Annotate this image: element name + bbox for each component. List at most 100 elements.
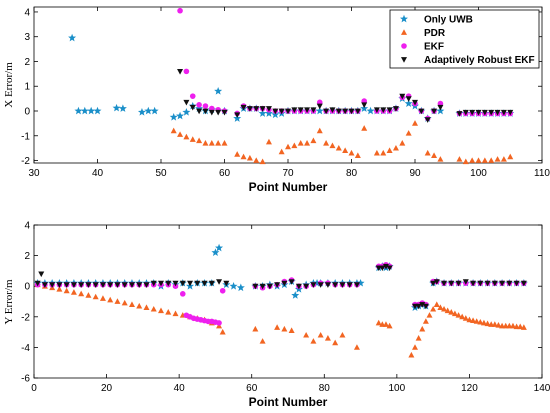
y-error-point-adaptively-robust-ekf	[332, 282, 339, 288]
x-error-point-pdr	[500, 156, 507, 162]
x-error-xtick-label: 100	[470, 168, 487, 179]
x-error-point-pdr	[488, 157, 495, 163]
x-error-point-adaptively-robust-ekf	[329, 107, 336, 113]
y-error-xtick-label: 0	[31, 383, 37, 394]
x-error-point-ekf	[177, 7, 183, 14]
y-error-xtick-label: 100	[389, 383, 406, 394]
x-error-point-adaptively-robust-ekf	[297, 107, 304, 113]
x-error-point-adaptively-robust-ekf	[291, 107, 298, 113]
y-error-point-pdr	[419, 325, 426, 332]
x-error-point-only-uwb	[360, 104, 369, 112]
y-error-point-pdr	[462, 315, 469, 321]
y-error-plot-marks	[33, 243, 528, 358]
y-error-point-pdr	[448, 309, 455, 315]
y-error-point-pdr	[484, 320, 491, 327]
y-error-point-pdr	[444, 307, 451, 314]
x-error-point-pdr	[399, 139, 406, 146]
y-error-point-pdr	[386, 322, 393, 329]
y-error-point-adaptively-robust-ekf	[379, 265, 386, 272]
y-error-ytick-label: 0	[24, 282, 30, 293]
y-error-point-pdr	[85, 292, 92, 298]
y-error-point-adaptively-robust-ekf	[324, 282, 331, 288]
x-error-point-pdr	[373, 149, 380, 156]
y-error-point-only-uwb	[356, 278, 365, 287]
y-error-point-pdr	[332, 339, 339, 346]
y-error-point-pdr	[466, 316, 473, 323]
x-error-point-only-uwb	[68, 33, 77, 42]
x-error-point-adaptively-robust-ekf	[265, 106, 272, 112]
y-error-point-pdr	[172, 310, 179, 317]
y-error-point-only-uwb	[236, 283, 245, 292]
x-error-point-adaptively-robust-ekf	[221, 109, 228, 116]
y-error-point-pdr	[219, 328, 226, 335]
x-error-point-ekf	[196, 102, 202, 108]
y-error-point-adaptively-robust-ekf	[310, 282, 317, 288]
x-error-plot-ticks: 30 40 50 60 70 80 90 100 110 -2 -1 0 1 2 3 4	[21, 7, 550, 179]
x-error-point-adaptively-robust-ekf	[475, 109, 482, 116]
y-error-point-adaptively-robust-ekf	[85, 282, 92, 288]
x-error-point-adaptively-robust-ekf	[354, 108, 361, 115]
x-error-point-pdr	[323, 139, 330, 146]
y-error-point-adaptively-robust-ekf	[422, 303, 429, 310]
x-error-point-pdr	[183, 133, 190, 140]
x-error-point-pdr	[386, 147, 393, 154]
y-error-xtick-label: 140	[534, 383, 550, 394]
y-error-point-pdr	[415, 335, 422, 341]
x-error-point-adaptively-robust-ekf	[202, 108, 209, 115]
y-error-point-pdr	[78, 290, 85, 297]
x-error-point-only-uwb	[264, 109, 273, 117]
y-error-point-adaptively-robust-ekf	[56, 282, 63, 288]
x-error-point-adaptively-robust-ekf	[189, 104, 196, 111]
x-error-point-only-uwb	[87, 106, 96, 115]
x-error-point-pdr	[316, 127, 323, 134]
x-error-point-adaptively-robust-ekf	[272, 108, 279, 115]
x-error-point-adaptively-robust-ekf	[259, 106, 266, 112]
y-error-point-adaptively-robust-ekf	[281, 280, 288, 287]
x-error-point-adaptively-robust-ekf	[234, 112, 241, 118]
x-error-point-pdr	[291, 142, 298, 149]
y-error-point-adaptively-robust-ekf	[433, 279, 440, 285]
x-error-point-only-uwb	[144, 106, 153, 115]
y-error-point-pdr	[317, 331, 324, 338]
x-error-point-adaptively-robust-ekf	[285, 108, 291, 115]
x-error-xtick-label: 60	[219, 168, 231, 179]
y-error-point-adaptively-robust-ekf	[491, 280, 498, 287]
legend: Only UWB PDR EKF Adaptively Robust EKF	[389, 9, 540, 69]
x-error-point-adaptively-robust-ekf	[456, 111, 463, 117]
y-error-point-adaptively-robust-ekf	[252, 283, 259, 290]
legend-marker-adaptively-robust-ekf	[401, 57, 407, 63]
x-error-point-only-uwb	[74, 106, 83, 115]
y-error-point-adaptively-robust-ekf	[63, 282, 70, 288]
legend-label: PDR	[424, 28, 446, 39]
x-error-point-pdr	[265, 138, 272, 145]
y-error-point-adaptively-robust-ekf	[484, 280, 491, 287]
y-error-ytick-label: -2	[21, 312, 30, 323]
x-error-plot-marks	[68, 7, 515, 165]
y-error-point-adaptively-robust-ekf	[128, 282, 135, 288]
legend-marker-ekf	[401, 43, 407, 49]
y-error-point-adaptively-robust-ekf	[223, 280, 230, 287]
x-error-xtick-label: 110	[534, 168, 550, 179]
y-error-point-adaptively-robust-ekf	[295, 283, 302, 290]
y-error-point-adaptively-robust-ekf	[150, 280, 157, 287]
y-error-point-adaptively-robust-ekf	[520, 280, 527, 287]
legend-items: Only UWB PDR EKF Adaptively Robust EKF	[400, 15, 535, 66]
x-error-point-adaptively-robust-ekf	[373, 107, 380, 113]
x-error-point-adaptively-robust-ekf	[361, 102, 368, 109]
y-error-point-pdr	[63, 287, 70, 294]
x-error-point-adaptively-robust-ekf	[196, 108, 203, 115]
y-error-point-adaptively-robust-ekf	[38, 271, 45, 278]
x-error-point-pdr	[304, 139, 311, 146]
x-error-xtick-label: 50	[155, 168, 167, 179]
x-error-ytick-label: 0	[24, 107, 30, 118]
x-error-point-only-uwb	[182, 108, 191, 116]
y-error-point-pdr	[128, 301, 135, 307]
legend-box	[389, 9, 540, 69]
y-error-point-pdr	[136, 302, 143, 309]
x-error-point-pdr	[253, 157, 260, 163]
x-error-point-pdr	[202, 139, 209, 146]
x-error-point-adaptively-robust-ekf	[310, 107, 317, 113]
y-error-point-adaptively-robust-ekf	[303, 283, 310, 290]
x-error-point-adaptively-robust-ekf	[335, 108, 342, 115]
y-error-point-pdr	[70, 289, 77, 295]
